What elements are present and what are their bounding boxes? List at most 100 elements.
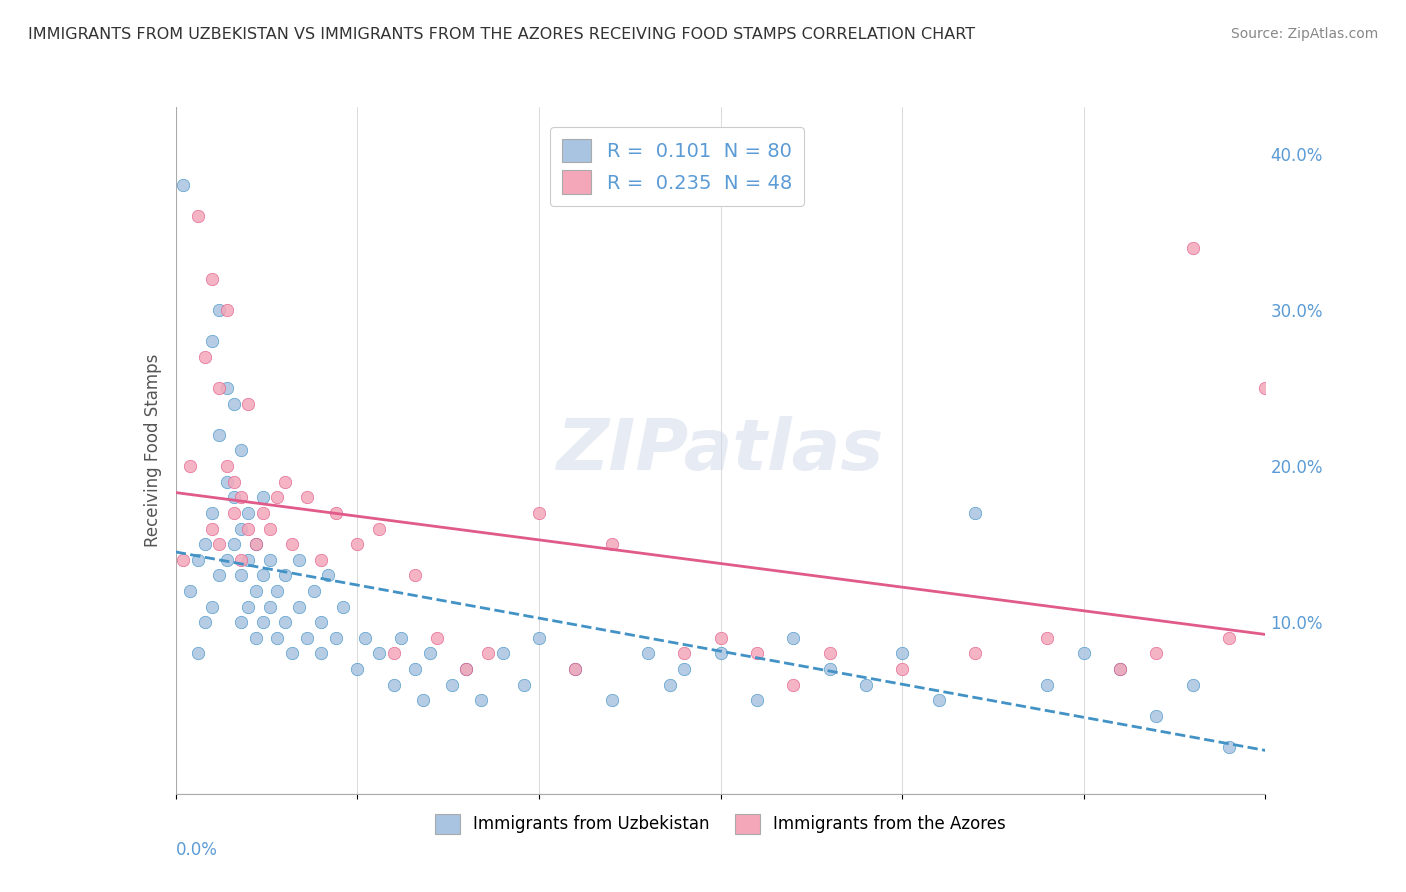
Point <box>194 615 217 630</box>
Point <box>527 506 550 520</box>
Point <box>405 662 427 676</box>
Point <box>492 646 515 660</box>
Point <box>419 646 441 660</box>
Point <box>658 678 681 692</box>
Point <box>194 537 217 551</box>
Text: Source: ZipAtlas.com: Source: ZipAtlas.com <box>1230 27 1378 41</box>
Legend: Immigrants from Uzbekistan, Immigrants from the Azores: Immigrants from Uzbekistan, Immigrants f… <box>425 804 1017 844</box>
Point <box>222 506 245 520</box>
Point <box>782 631 804 645</box>
Point <box>252 506 274 520</box>
Point <box>1036 631 1059 645</box>
Point <box>440 678 463 692</box>
Point <box>745 693 768 707</box>
Point <box>238 552 260 567</box>
Point <box>252 568 274 582</box>
Point <box>389 631 412 645</box>
Point <box>238 521 260 535</box>
Point <box>172 178 194 192</box>
Point <box>353 631 375 645</box>
Point <box>288 599 311 614</box>
Point <box>1146 708 1168 723</box>
Point <box>245 537 267 551</box>
Point <box>564 662 586 676</box>
Point <box>1181 678 1204 692</box>
Point <box>382 678 405 692</box>
Point <box>222 396 245 410</box>
Point <box>238 506 260 520</box>
Point <box>318 568 340 582</box>
Point <box>782 678 804 692</box>
Point <box>891 662 914 676</box>
Point <box>1218 631 1240 645</box>
Point <box>259 599 281 614</box>
Point <box>231 615 253 630</box>
Point <box>222 537 245 551</box>
Point <box>346 537 368 551</box>
Point <box>1146 646 1168 660</box>
Point <box>600 693 623 707</box>
Point <box>252 615 274 630</box>
Point <box>456 662 478 676</box>
Point <box>527 631 550 645</box>
Point <box>513 678 536 692</box>
Point <box>456 662 478 676</box>
Point <box>1254 381 1277 395</box>
Point <box>673 662 696 676</box>
Point <box>855 678 877 692</box>
Point <box>710 631 733 645</box>
Point <box>1073 646 1095 660</box>
Point <box>201 271 224 285</box>
Point <box>673 646 696 660</box>
Point <box>368 646 391 660</box>
Point <box>172 552 194 567</box>
Point <box>288 552 311 567</box>
Point <box>963 506 986 520</box>
Y-axis label: Receiving Food Stamps: Receiving Food Stamps <box>143 354 162 547</box>
Point <box>332 599 354 614</box>
Point <box>266 631 288 645</box>
Point <box>281 646 304 660</box>
Point <box>215 552 238 567</box>
Point <box>179 458 201 473</box>
Text: ZIPatlas: ZIPatlas <box>557 416 884 485</box>
Point <box>215 475 238 489</box>
Point <box>368 521 391 535</box>
Point <box>222 490 245 504</box>
Point <box>245 583 267 598</box>
Point <box>215 458 238 473</box>
Point <box>1109 662 1132 676</box>
Point <box>1181 240 1204 254</box>
Point <box>215 381 238 395</box>
Point <box>309 646 332 660</box>
Point <box>405 568 427 582</box>
Point <box>963 646 986 660</box>
Point <box>710 646 733 660</box>
Point <box>215 302 238 317</box>
Text: 0.0%: 0.0% <box>176 840 218 859</box>
Point <box>231 552 253 567</box>
Point <box>238 396 260 410</box>
Point <box>231 443 253 458</box>
Point <box>1036 678 1059 692</box>
Point <box>201 334 224 348</box>
Point <box>477 646 499 660</box>
Point <box>208 381 231 395</box>
Point <box>818 646 841 660</box>
Point <box>201 506 224 520</box>
Point <box>266 583 288 598</box>
Point <box>412 693 434 707</box>
Point <box>325 631 347 645</box>
Point <box>346 662 368 676</box>
Point <box>186 646 209 660</box>
Point <box>208 568 231 582</box>
Point <box>245 631 267 645</box>
Point <box>186 552 209 567</box>
Point <box>208 537 231 551</box>
Point <box>295 631 318 645</box>
Point <box>201 599 224 614</box>
Point <box>194 350 217 364</box>
Point <box>745 646 768 660</box>
Point <box>470 693 492 707</box>
Point <box>637 646 659 660</box>
